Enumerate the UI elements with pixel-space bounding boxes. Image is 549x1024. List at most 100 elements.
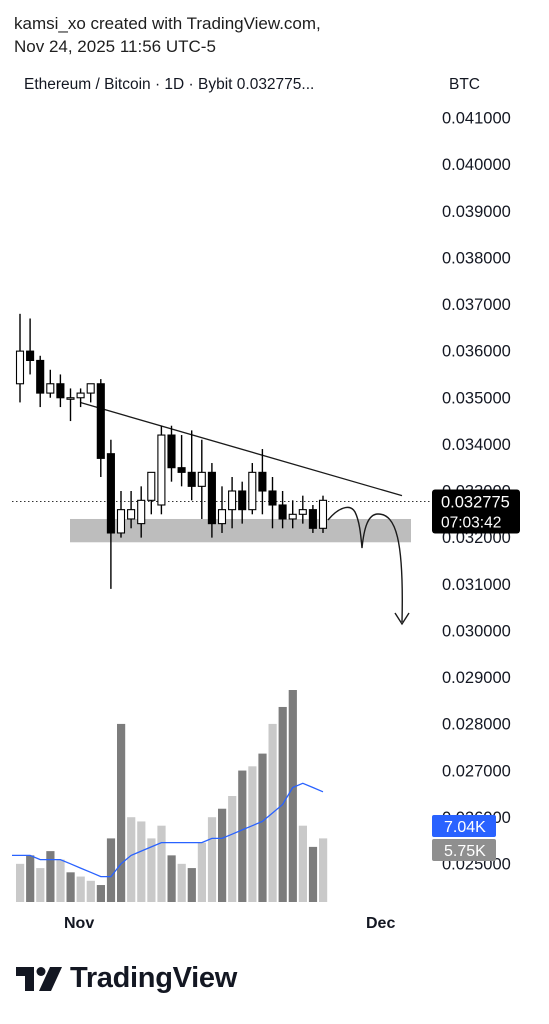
candles-layer — [15, 313, 328, 589]
price-axis-label: 0.041000 — [442, 110, 511, 128]
volume-bar — [96, 885, 105, 902]
candle-up — [15, 350, 25, 385]
volume-bar — [137, 821, 146, 902]
volume-bar — [157, 825, 166, 902]
price-axis-label: 0.040000 — [442, 156, 511, 174]
tradingview-logo-icon — [16, 966, 62, 991]
candle-down — [177, 467, 186, 473]
volume-ma-value: 7.04K — [444, 819, 486, 836]
candle-down — [96, 383, 105, 459]
candle-up — [46, 383, 55, 394]
candle-up — [76, 392, 85, 399]
attribution-author: kamsi_xo created with TradingView.com, — [14, 14, 321, 33]
candle-up — [197, 471, 206, 487]
price-currency-label: BTC — [449, 76, 480, 93]
axis-badges: 0.032775 07:03:42 7.04K 5.75K — [432, 489, 520, 861]
volume-bar — [16, 863, 25, 902]
projection-path — [327, 506, 403, 623]
candle-down — [207, 471, 216, 525]
volume-ma-badge — [432, 815, 496, 837]
candle-up — [86, 383, 95, 394]
volume-ma-line — [12, 782, 324, 878]
last-price-value: 0.032775 — [441, 493, 510, 511]
volume-bar — [228, 796, 237, 902]
price-axis-label: 0.037000 — [442, 296, 511, 314]
candle-up — [318, 499, 328, 529]
volume-bar — [117, 723, 126, 902]
volume-bar — [106, 838, 116, 902]
price-axis-label: 0.036000 — [442, 343, 511, 361]
candle-up — [147, 471, 156, 501]
price-axis-label: 0.034000 — [442, 436, 511, 454]
candle-down — [167, 434, 176, 469]
attribution-date: Nov 24, 2025 11:56 UTC-5 — [14, 37, 216, 56]
tradingview-wordmark: TradingView — [70, 962, 237, 994]
candle-up — [228, 490, 237, 511]
attribution-text: kamsi_xo created with TradingView.com, N… — [14, 12, 321, 58]
candle-down — [238, 490, 247, 511]
volume-value: 5.75K — [444, 843, 486, 860]
price-axis-label: 0.027000 — [442, 762, 511, 780]
volume-badge — [432, 839, 496, 861]
volume-bar — [76, 876, 85, 902]
trendline-layer — [79, 401, 403, 497]
price-axis-label: 0.039000 — [442, 203, 511, 221]
last-price-badge — [432, 489, 520, 534]
candle-up — [217, 509, 227, 525]
candle-countdown: 07:03:42 — [441, 514, 501, 531]
volume-bar — [288, 690, 297, 902]
volume-bar — [248, 766, 257, 902]
candle-down — [36, 359, 45, 394]
tradingview-logo[interactable]: TradingView — [16, 962, 237, 995]
candle-up — [298, 509, 307, 515]
volume-bar — [167, 855, 176, 902]
price-axis-label: 0.030000 — [442, 622, 511, 640]
volume-bar — [127, 817, 136, 902]
candle-down — [268, 490, 277, 506]
volume-bar — [258, 753, 267, 902]
projection-layer — [327, 506, 410, 626]
candle-up — [248, 471, 257, 511]
price-axis-label: 0.029000 — [442, 669, 511, 687]
candle-down — [187, 471, 196, 487]
volume-bar — [86, 880, 95, 902]
candle-down — [258, 471, 267, 492]
candle-up — [288, 513, 297, 520]
volume-bar — [66, 872, 75, 902]
volume-bar — [26, 855, 35, 902]
volume-bar — [147, 838, 156, 902]
time-axis-label: Dec — [366, 915, 395, 932]
volume-bar — [207, 817, 217, 902]
volume-bar — [308, 846, 318, 902]
resistance-trendline — [79, 401, 403, 497]
volume-bar — [238, 770, 247, 902]
volume-bar — [319, 838, 328, 902]
candle-down — [106, 453, 115, 534]
projection-arrowhead — [394, 612, 410, 626]
symbol-title[interactable]: Ethereum / Bitcoin · 1D · Bybit 0.032775… — [24, 76, 315, 93]
candle-up — [157, 434, 166, 506]
candle-up — [127, 509, 136, 520]
volume-bar — [46, 851, 55, 902]
volume-bar — [298, 825, 307, 902]
price-axis-label: 0.032000 — [442, 529, 511, 547]
volume-bar — [177, 863, 186, 902]
volume-bar — [187, 868, 196, 902]
price-axis-label: 0.038000 — [442, 249, 511, 267]
volume-bar — [36, 868, 45, 902]
time-axis[interactable]: Nov Dec — [64, 915, 395, 932]
candle-down — [56, 383, 65, 399]
price-axis-label: 0.028000 — [442, 716, 511, 734]
volume-bar — [218, 808, 227, 902]
candle-down — [308, 509, 317, 529]
price-axis-label: 0.035000 — [442, 389, 511, 407]
price-axis-label: 0.031000 — [442, 576, 511, 594]
volume-bar — [56, 859, 65, 902]
volume-layer — [12, 690, 328, 902]
candle-up — [137, 499, 146, 525]
candle-up — [66, 397, 75, 400]
volume-bar — [197, 842, 206, 902]
time-axis-label: Nov — [64, 915, 94, 932]
candle-up — [116, 509, 126, 534]
